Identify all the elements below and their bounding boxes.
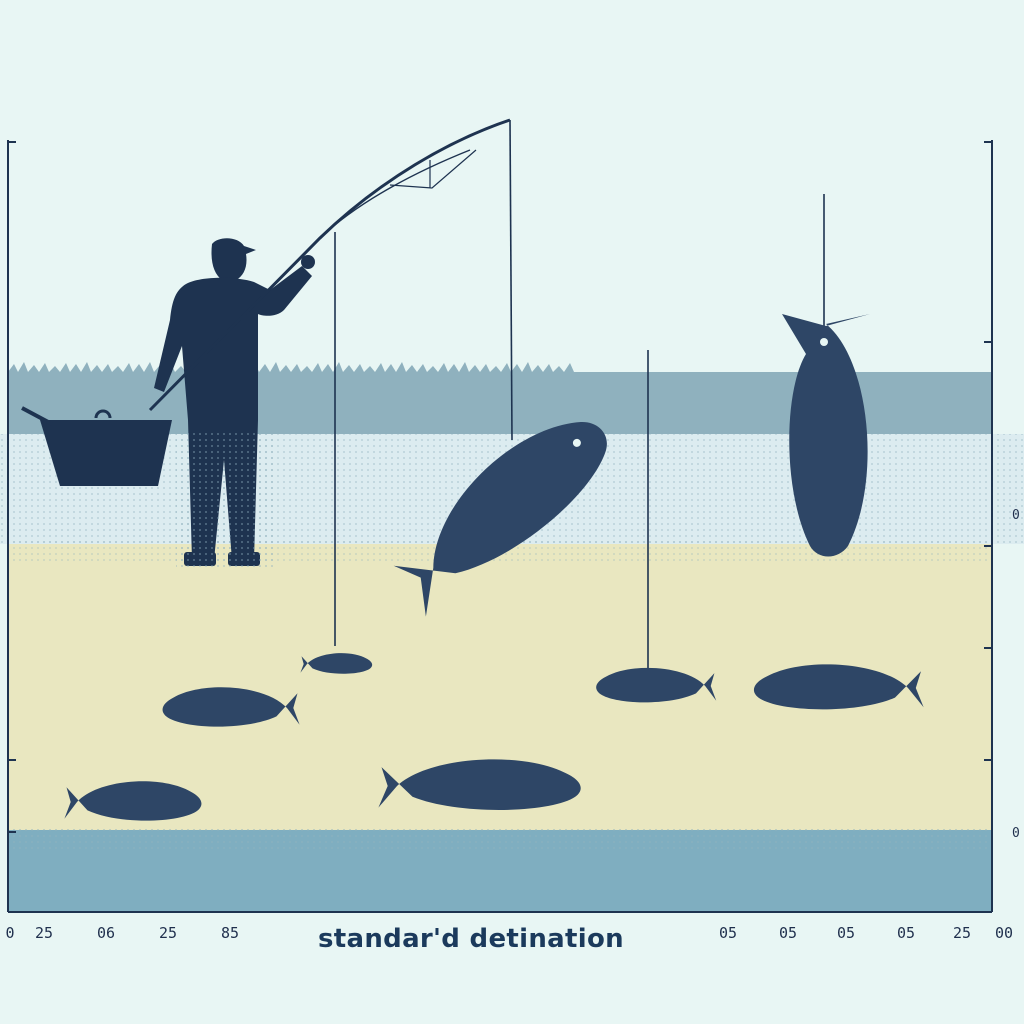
deep-water-stipple [8, 826, 992, 852]
bottom-tick-label: 25 [34, 924, 54, 942]
bottom-tick-label: 06 [96, 924, 116, 942]
sky [0, 0, 1024, 372]
fisherman-stipple [176, 430, 276, 570]
bottom-tick-label: 05 [836, 924, 856, 942]
bottom-tick-label: 85 [220, 924, 240, 942]
bottom-tick-label: 05 [718, 924, 738, 942]
fishing-rod [148, 118, 825, 668]
right-tick-label: 0 [1012, 508, 1020, 523]
bottom-tick-label: 05 [778, 924, 798, 942]
bottom-tick-label: 0 [5, 924, 15, 942]
bottom-tick-label: 00 [994, 924, 1014, 942]
bottom-tick-label: 05 [896, 924, 916, 942]
bottom-tick-label: 25 [158, 924, 178, 942]
jumping-fish [393, 421, 607, 617]
right-tick-label: 0 [1012, 826, 1020, 841]
hanging-fish [782, 314, 870, 557]
caption: standar'd detination [318, 924, 624, 954]
bucket [21, 406, 172, 486]
bottom-tick-label: 25 [952, 924, 972, 942]
